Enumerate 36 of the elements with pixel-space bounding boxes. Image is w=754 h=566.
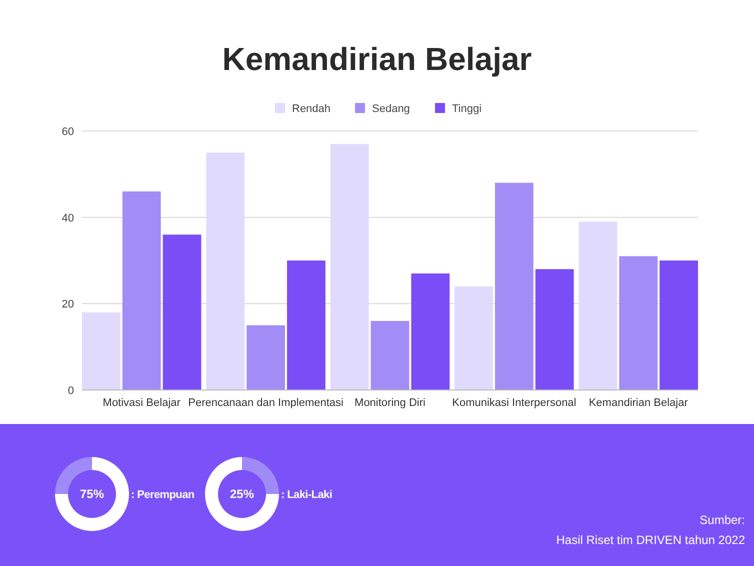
y-tick-label: 40	[62, 212, 74, 224]
bar	[494, 182, 534, 390]
x-tick-label: Perencanaan dan Implementasi	[188, 397, 344, 409]
x-tick-label: Monitoring Diri	[354, 397, 426, 409]
x-tick-label: Motivasi Belajar	[102, 397, 181, 409]
legend-label: Sedang	[372, 103, 410, 115]
text: 75%	[80, 487, 104, 501]
y-tick-label: 20	[62, 298, 74, 311]
text: Hasil Riset tim DRIVEN tahun 2022	[556, 533, 746, 547]
bar	[454, 286, 493, 390]
bar	[122, 191, 161, 390]
legend-label: Tinggi	[452, 103, 482, 115]
bar	[287, 260, 326, 390]
legend-label: Rendah	[292, 103, 331, 115]
bar	[82, 312, 120, 390]
chart-title: Kemandirian Belajar	[222, 41, 532, 77]
bar	[330, 144, 369, 390]
bar	[206, 152, 245, 390]
bar	[162, 234, 202, 390]
text: 25%	[230, 487, 254, 501]
x-tick-label: Komunikasi Interpersonal	[452, 397, 576, 409]
slice-label: : Laki-Laki	[281, 489, 332, 501]
y-tick-label: 60	[62, 126, 74, 138]
bar	[535, 269, 574, 390]
slice-label: : Perempuan	[131, 489, 195, 501]
bar	[619, 256, 658, 390]
bar	[660, 260, 698, 390]
text: Sumber:	[700, 513, 745, 527]
bar	[246, 325, 286, 390]
donut-slice	[205, 457, 279, 531]
bar	[370, 320, 410, 390]
bar	[411, 273, 450, 390]
bar	[578, 222, 618, 390]
donut-slice	[55, 457, 129, 531]
x-tick-label: Kemandirian Belajar	[588, 397, 688, 409]
y-tick-label: 0	[68, 385, 74, 397]
